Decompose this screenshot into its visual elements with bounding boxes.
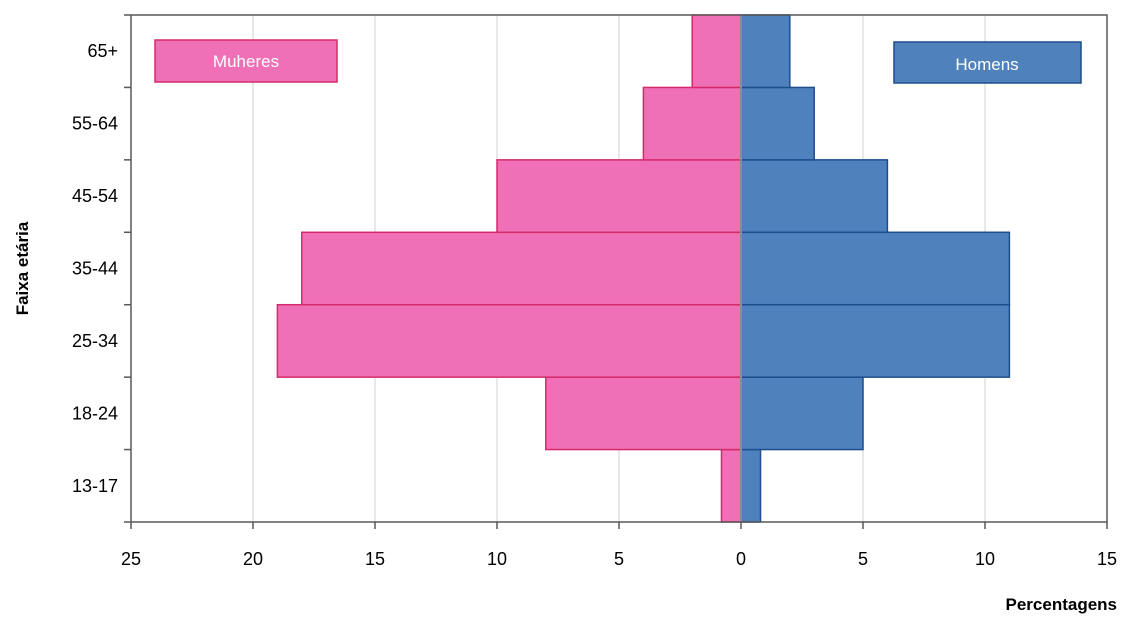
x-tick-label: 0 [736,549,746,569]
x-tick-label: 5 [614,549,624,569]
bars [276,14,1011,523]
x-tick-label: 15 [365,549,385,569]
bar-women-25-34 [276,303,742,378]
y-tick-label: 45-54 [72,186,118,206]
y-tick-label: 25-34 [72,331,118,351]
bar-men-65+ [740,14,791,89]
y-tick-label: 55-64 [72,114,118,134]
bar-men-35-44 [740,231,1011,306]
x-tick-label: 10 [975,549,995,569]
axes: 25 20 15 10 5 0 5 10 15 13-17 18-24 25-34 35-44 45-54… [72,14,1117,569]
legend-label-men: Homens [955,55,1018,74]
bar-men-13-17 [740,448,762,523]
x-tick-label: 5 [858,549,868,569]
bar-men-18-24 [740,376,864,451]
y-axis-title: Faixa etária [13,221,32,315]
y-tick-label: 65+ [87,41,118,61]
x-tick-label: 20 [243,549,263,569]
bar-women-18-24 [545,376,742,451]
legend: Muheres Homens [154,39,1082,84]
bar-women-45-54 [496,159,742,234]
legend-label-women: Muheres [213,52,279,71]
x-tick-label: 15 [1097,549,1117,569]
bar-men-25-34 [740,303,1011,378]
x-axis-title: Percentagens [1006,595,1118,614]
bar-women-35-44 [301,231,742,306]
y-tick-label: 13-17 [72,476,118,496]
y-tick-label: 18-24 [72,403,118,423]
bar-women-65+ [691,14,742,89]
x-tick-label: 10 [487,549,507,569]
bar-men-45-54 [740,159,889,234]
bar-women-13-17 [720,448,742,523]
bar-women-55-64 [642,86,742,161]
bar-men-55-64 [740,86,815,161]
x-tick-label: 25 [121,549,141,569]
y-tick-label: 35-44 [72,259,118,279]
legend-swatch-men [893,41,1082,84]
legend-swatch-women [154,39,338,83]
